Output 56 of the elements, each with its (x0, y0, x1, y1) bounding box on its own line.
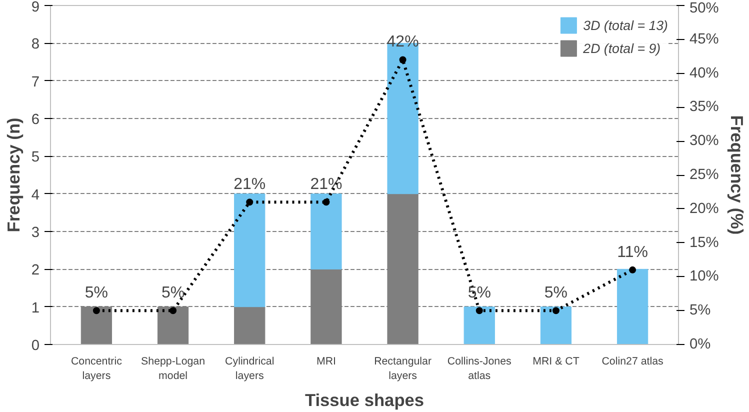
point (170, 307, 177, 314)
x-tick-label: Concentric layers (70, 356, 123, 382)
y-tick-label: 5 (31, 150, 40, 166)
y2-tick-label: 10% (690, 268, 719, 285)
y2-tick-label: 15% (690, 234, 719, 251)
y2-tick-label: 5% (690, 302, 711, 319)
data-label: 5% (544, 284, 568, 302)
y2-tick-label: 35% (690, 99, 719, 116)
y2-tick-label: 20% (690, 200, 719, 217)
bar (234, 194, 266, 308)
point (476, 307, 483, 314)
y2-axis-title: Frequency (%) (726, 115, 747, 235)
point (552, 307, 560, 314)
y2-tick-label: 0% (690, 336, 711, 352)
y-tick-label: 2 (31, 262, 40, 279)
x-tick-label: Rectangular layers (374, 356, 432, 382)
point (629, 266, 636, 274)
x-tick-label: Cylindrical layers (225, 356, 274, 382)
point (92, 307, 100, 314)
y-tick-label: 7 (31, 74, 40, 90)
y2-tick-label: 25% (690, 167, 719, 183)
legend-label: 3D (total = 13) (583, 18, 668, 32)
y2-tick-label: 30% (690, 133, 719, 150)
data-label: 21% (234, 176, 266, 194)
y-tick-label: 1 (31, 300, 40, 316)
y-tick-label: 9 (31, 0, 40, 16)
bar (234, 306, 266, 344)
legend-label: 2D (total = 9) (583, 40, 661, 56)
data-label: 5% (161, 284, 185, 302)
point (322, 198, 330, 206)
data-label: 21% (310, 176, 342, 194)
y-axis-title: Frequency (n) (3, 118, 24, 232)
bar (616, 268, 648, 344)
y2-tick-label: 45% (690, 31, 719, 48)
x-tick-label: Colin27 atlas (602, 356, 664, 368)
bar (464, 306, 495, 344)
x-axis-title: Tissue shapes (304, 390, 424, 410)
y-tick-label: 6 (31, 112, 40, 128)
bar (310, 194, 342, 270)
point (246, 198, 254, 206)
y2-tick-label: 40% (690, 65, 719, 82)
data-label: 5% (84, 284, 108, 302)
x-tick-label: Collins-Jones atlas (447, 356, 512, 382)
data-label: 11% (617, 244, 648, 261)
y-tick-label: 8 (31, 36, 40, 53)
y-tick-label: 0 (31, 338, 40, 354)
y-tick-label: 3 (31, 225, 40, 241)
x-tick-label: Shepp-Logan model (141, 356, 206, 382)
x-tick-label: MRI & CT (532, 356, 580, 368)
y-tick-label: 4 (31, 187, 40, 204)
y2-tick-label: 50% (690, 0, 719, 16)
bar (540, 306, 572, 344)
data-label: 42% (386, 34, 419, 51)
data-label: 5% (468, 284, 491, 302)
x-tick-label: MRI (316, 356, 336, 368)
point (399, 56, 406, 64)
